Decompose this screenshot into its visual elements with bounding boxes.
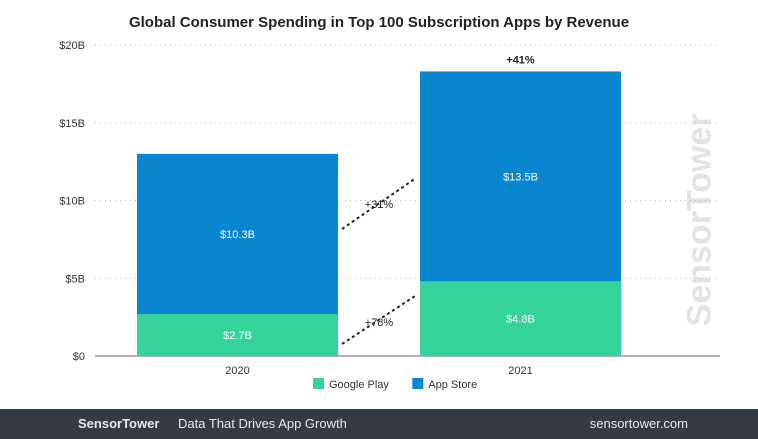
legend-label: Google Play (329, 379, 389, 391)
growth-connector (341, 177, 417, 230)
y-tick-label: $20B (59, 40, 85, 52)
data-label: $13.5B (503, 171, 538, 183)
legend-swatch (313, 378, 324, 389)
bar-google-play-2020 (137, 314, 338, 356)
y-tick-label: $15B (59, 118, 85, 130)
data-label: $2.7B (223, 330, 252, 342)
y-tick-label: $10B (59, 196, 85, 208)
y-tick-label: $0 (73, 351, 85, 363)
total-growth-label: +41% (506, 54, 535, 66)
growth-connector (341, 294, 417, 345)
bar-app-store-2020 (137, 153, 338, 315)
data-label: $4.8B (506, 314, 535, 326)
y-tick-label: $5B (65, 273, 85, 285)
legend-swatch (412, 378, 424, 389)
chart: $0 $5B $10B $15B $20B $2.7B $10.3B 2020 $4.8B $13… (59, 40, 720, 391)
footer-tagline: Data That Drives App Growth (178, 416, 347, 431)
bar-app-store-2021 (420, 71, 621, 282)
footer-url[interactable]: sensortower.com (589, 416, 688, 431)
x-tick-label: 2020 (225, 365, 249, 377)
bar-google-play-2021 (420, 281, 621, 356)
x-tick-label: 2021 (508, 365, 532, 377)
legend-label: App Store (428, 379, 477, 391)
app-store-growth-label: +31% (365, 199, 394, 211)
footer-brand: SensorTower (78, 416, 160, 431)
data-label: $10.3B (220, 229, 255, 241)
google-play-growth-label: +78% (365, 317, 394, 329)
chart-title: Global Consumer Spending in Top 100 Subs… (128, 14, 630, 31)
footer: SensorTower Data That Drives App Growth … (0, 409, 758, 439)
